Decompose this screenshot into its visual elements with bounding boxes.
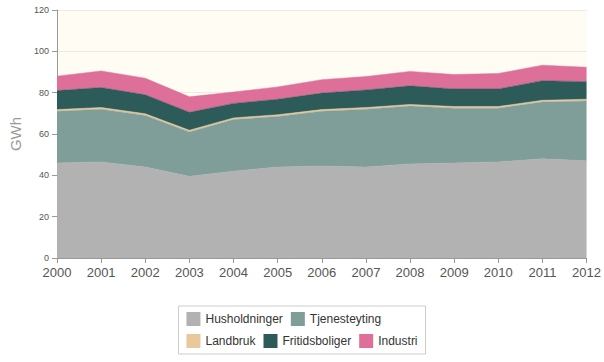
svg-text:100: 100 [34,46,49,56]
svg-text:40: 40 [39,170,49,180]
svg-text:Tjenesteyting: Tjenesteyting [310,312,381,326]
svg-text:2006: 2006 [307,265,336,280]
svg-text:120: 120 [34,5,49,15]
svg-text:2007: 2007 [351,265,380,280]
svg-text:2004: 2004 [219,265,248,280]
svg-text:Industri: Industri [378,334,417,348]
svg-text:Fritidsboliger: Fritidsboliger [282,334,351,348]
svg-text:2008: 2008 [396,265,425,280]
svg-text:2000: 2000 [43,265,72,280]
svg-text:60: 60 [39,129,49,139]
svg-text:80: 80 [39,88,49,98]
svg-text:2011: 2011 [528,265,556,280]
svg-text:2012: 2012 [572,265,601,280]
svg-text:GWh: GWh [7,117,24,151]
svg-text:Husholdninger: Husholdninger [205,312,282,326]
svg-text:2010: 2010 [484,265,513,280]
svg-text:Landbruk: Landbruk [205,334,256,348]
svg-text:2001: 2001 [87,265,116,280]
svg-text:2002: 2002 [131,265,160,280]
svg-text:0: 0 [44,253,49,263]
svg-text:20: 20 [39,212,49,222]
svg-text:2009: 2009 [440,265,469,280]
svg-text:2003: 2003 [175,265,204,280]
svg-text:2005: 2005 [263,265,292,280]
